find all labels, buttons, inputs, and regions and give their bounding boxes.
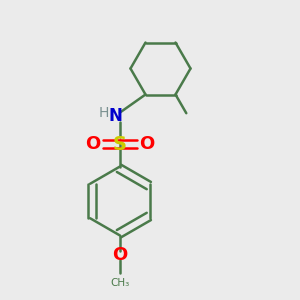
Text: O: O xyxy=(85,135,100,153)
Text: S: S xyxy=(113,134,127,154)
Text: H: H xyxy=(98,106,109,120)
Text: N: N xyxy=(109,107,122,125)
Text: O: O xyxy=(140,135,154,153)
Text: O: O xyxy=(112,246,128,264)
Text: CH₃: CH₃ xyxy=(110,278,130,288)
